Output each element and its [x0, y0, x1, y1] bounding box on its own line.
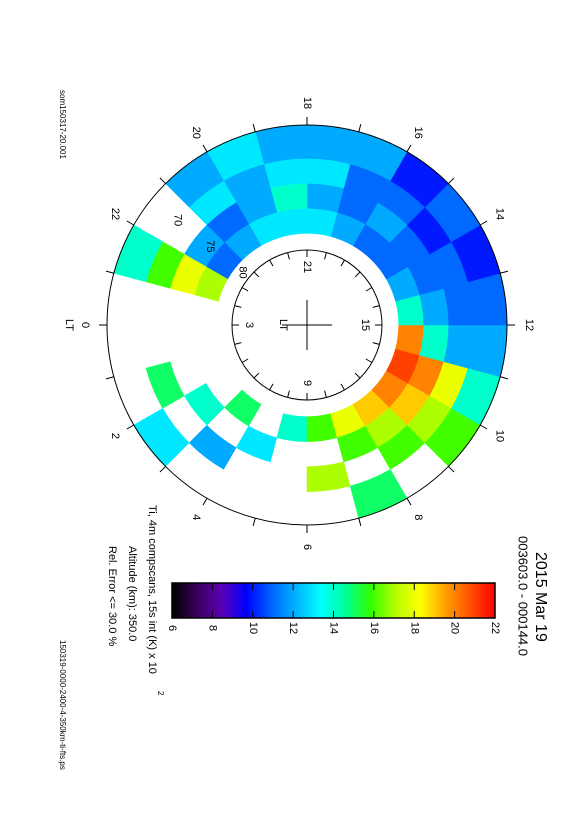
inner-hour-tick — [269, 259, 274, 267]
cell — [306, 183, 344, 213]
hour-tick — [126, 220, 135, 226]
colorbar-tick-label: 12 — [287, 622, 299, 634]
lt-tick-label: 14 — [493, 208, 505, 220]
lt-tick-label: 16 — [412, 127, 424, 139]
cell — [467, 324, 508, 378]
inner-hour-tick — [287, 390, 290, 398]
cell — [306, 124, 360, 165]
inner-lt-tick-label: 15 — [359, 319, 371, 331]
cell — [349, 468, 408, 519]
colorbar-label-exponent: 2 — [156, 691, 165, 696]
inner-hour-tick — [372, 342, 380, 345]
hour-tick — [105, 376, 114, 380]
inner-hour-tick — [287, 252, 290, 260]
inner-hour-tick — [324, 252, 327, 260]
hour-tick — [358, 123, 362, 132]
hour-tick — [358, 518, 362, 527]
lt-tick-label: 18 — [301, 97, 313, 109]
colorbar-tick-label: 16 — [368, 622, 380, 634]
colorbar-label: Ti, 4m compscans, 15s int (K) x 10 — [146, 505, 158, 674]
hour-tick — [105, 270, 114, 274]
cell — [467, 272, 508, 326]
hour-tick — [406, 497, 412, 506]
inner-hour-tick — [365, 358, 373, 363]
lt-tick-label: 6 — [301, 544, 313, 550]
subtitle: 003603.0 - 000144.0 — [516, 536, 531, 656]
colorbar-tick-label: 6 — [166, 625, 178, 631]
hour-tick — [252, 518, 256, 527]
hour-tick — [202, 497, 208, 506]
inner-lt-label: LT — [277, 319, 289, 331]
inner-lt-tick-label: 3 — [243, 322, 255, 328]
hour-tick — [479, 220, 488, 226]
lat-tick-label: 75 — [204, 240, 216, 252]
colorbar-tick-label: 10 — [247, 622, 259, 634]
inner-hour-tick — [365, 287, 373, 292]
cell — [419, 324, 449, 362]
hour-tick — [406, 144, 412, 153]
lt-tick-label: 0 — [79, 322, 91, 328]
inner-lt-tick-label: 9 — [301, 380, 313, 386]
lt-tick-label: 12 — [523, 319, 535, 331]
title: 2015 Mar 19 — [532, 552, 549, 642]
inner-hour-tick — [372, 305, 380, 308]
hour-tick — [252, 123, 256, 132]
inner-hour-tick — [354, 372, 361, 379]
cell — [306, 158, 351, 189]
cell — [254, 124, 308, 165]
cell — [235, 425, 278, 463]
colorbar-tick-label: 18 — [408, 622, 420, 634]
cell — [276, 413, 308, 442]
output-file: 150319-0000-2400-4-350km-ti-fts.ps — [58, 640, 67, 770]
colorbar-tick-label: 8 — [206, 625, 218, 631]
inner-hour-tick — [324, 390, 327, 398]
lt-axis-label: LT — [63, 319, 75, 331]
cell — [183, 382, 225, 426]
hour-tick — [500, 376, 509, 380]
colorbar-tick-label: 14 — [328, 622, 340, 634]
lt-tick-label: 22 — [109, 208, 121, 220]
hour-tick — [202, 144, 208, 153]
hour-tick — [126, 424, 135, 430]
altitude-text: Altitude (km): 350.0 — [126, 546, 138, 641]
cell — [263, 158, 308, 189]
colorbar-tick-label: 20 — [449, 622, 461, 634]
inner-hour-tick — [340, 383, 345, 391]
cell — [224, 389, 262, 427]
lat-tick-label: 70 — [172, 214, 184, 226]
inner-hour-tick — [269, 383, 274, 391]
inner-hour-tick — [253, 372, 260, 379]
inner-hour-tick — [340, 259, 345, 267]
cell — [188, 424, 237, 470]
inner-hour-tick — [234, 305, 242, 308]
inner-hour-tick — [253, 271, 260, 278]
hour-tick — [448, 466, 455, 473]
lt-tick-label: 4 — [190, 514, 202, 520]
hour-tick — [479, 424, 488, 430]
lt-tick-label: 20 — [190, 127, 202, 139]
hour-tick — [159, 466, 166, 473]
cell — [443, 281, 474, 326]
inner-hour-tick — [354, 271, 361, 278]
cell — [443, 324, 474, 369]
lt-tick-label: 2 — [109, 433, 121, 439]
hour-tick — [500, 270, 509, 274]
lat-tick-label: 80 — [236, 266, 248, 278]
colorbar-tick-label: 22 — [489, 622, 501, 634]
cell — [306, 461, 351, 492]
cells — [113, 124, 508, 519]
inner-hour-tick — [234, 342, 242, 345]
lt-tick-label: 8 — [412, 514, 424, 520]
inner-hour-tick — [241, 287, 249, 292]
inner-lt-tick-label: 21 — [301, 261, 313, 273]
hour-tick — [159, 177, 166, 184]
error-text: Rel. Error <= 30.0 % — [106, 546, 118, 646]
source-file: som150317-20.001 — [58, 90, 67, 159]
inner-hour-tick — [241, 358, 249, 363]
hour-tick — [448, 177, 455, 184]
lt-tick-label: 10 — [493, 430, 505, 442]
cell — [145, 361, 185, 409]
